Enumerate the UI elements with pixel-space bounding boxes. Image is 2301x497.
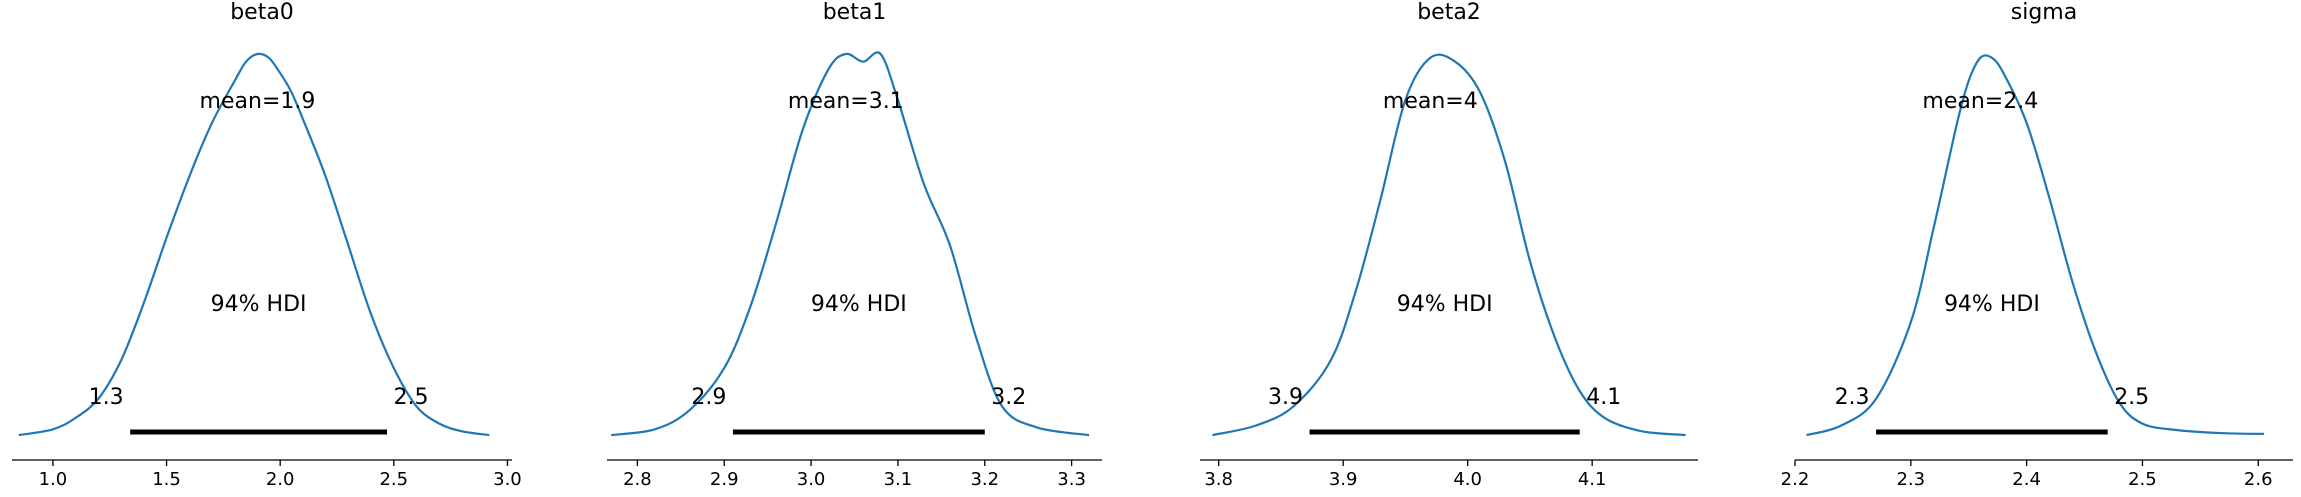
hdi-upper-label: 2.5 — [394, 385, 429, 410]
mean-label: mean=3.1 — [788, 89, 904, 114]
panel-title: beta0 — [230, 0, 294, 25]
x-tick-label: 4.0 — [1453, 469, 1482, 490]
posterior-panels: beta0 1.0 1.5 2.0 2.5 3.0 mean=1.9 94% HDI 1.3 2.… — [12, 0, 2293, 490]
x-tick-label: 2.5 — [2128, 469, 2157, 490]
density-curve — [611, 51, 1090, 437]
mean-label: mean=1.9 — [200, 89, 316, 114]
panel-beta2: beta2 3.8 3.9 4.0 4.1 mean=4 94% HDI 3.9 4.1 — [1200, 0, 1698, 490]
hdi-upper-label: 3.2 — [991, 385, 1026, 410]
density-curve — [1212, 53, 1686, 437]
density-curve — [18, 52, 490, 437]
panel-beta1: beta1 2.8 2.9 3.0 3.1 3.2 3.3 mean=3.1 94% HDI 2.… — [607, 0, 1102, 490]
panel-title: sigma — [2011, 0, 2077, 25]
x-tick-label: 1.5 — [152, 469, 181, 490]
x-tick-label: 3.3 — [1057, 469, 1086, 490]
density-curve — [1806, 54, 2265, 437]
panel-beta0: beta0 1.0 1.5 2.0 2.5 3.0 mean=1.9 94% HDI 1.3 2.… — [12, 0, 522, 490]
mean-label: mean=2.4 — [1922, 89, 2038, 114]
hdi-label: 94% HDI — [211, 292, 307, 317]
panel-title: beta2 — [1417, 0, 1481, 25]
hdi-lower-label: 2.3 — [1835, 385, 1870, 410]
x-tick-label: 3.9 — [1329, 469, 1358, 490]
x-tick-label: 2.4 — [2012, 469, 2041, 490]
x-tick-label: 3.0 — [493, 469, 522, 490]
x-tick-label: 2.8 — [623, 469, 652, 490]
x-tick-label: 3.1 — [884, 469, 913, 490]
x-tick-label: 3.0 — [797, 469, 826, 490]
x-tick-label: 2.0 — [266, 469, 295, 490]
hdi-upper-label: 4.1 — [1586, 385, 1621, 410]
x-tick-label: 1.0 — [39, 469, 68, 490]
x-tick-label: 4.1 — [1578, 469, 1607, 490]
panel-sigma: sigma 2.2 2.3 2.4 2.5 2.6 mean=2.4 94% HDI 2.3 2.… — [1781, 0, 2293, 490]
x-tick-label: 3.2 — [970, 469, 999, 490]
hdi-lower-label: 1.3 — [89, 385, 124, 410]
x-tick-label: 2.3 — [1896, 469, 1925, 490]
hdi-lower-label: 2.9 — [691, 385, 726, 410]
hdi-label: 94% HDI — [811, 292, 907, 317]
x-tick-label: 2.9 — [710, 469, 739, 490]
x-tick-label: 2.2 — [1781, 469, 1810, 490]
hdi-label: 94% HDI — [1397, 292, 1493, 317]
hdi-lower-label: 3.9 — [1268, 385, 1303, 410]
x-tick-label: 3.8 — [1204, 469, 1233, 490]
hdi-upper-label: 2.5 — [2114, 385, 2149, 410]
panel-title: beta1 — [823, 0, 887, 25]
hdi-label: 94% HDI — [1944, 292, 2040, 317]
x-tick-label: 2.6 — [2244, 469, 2273, 490]
mean-label: mean=4 — [1383, 89, 1478, 114]
x-tick-label: 2.5 — [379, 469, 408, 490]
